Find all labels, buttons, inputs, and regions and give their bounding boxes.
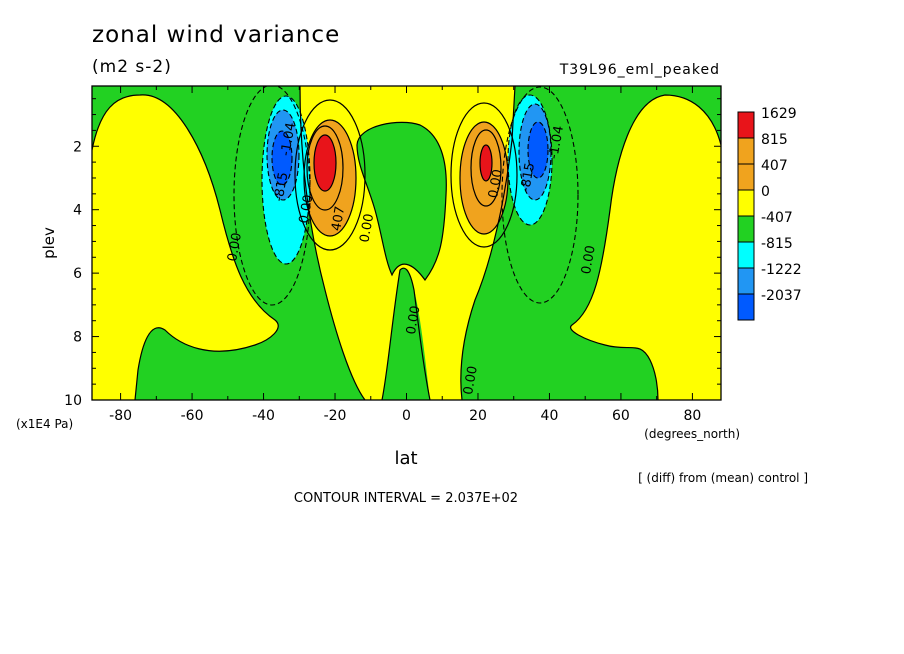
contour-label: 0.00 [225, 232, 245, 263]
contour-label: 407 [329, 205, 348, 232]
y-tick-label: 4 [73, 203, 82, 219]
y-axis-label: plev [40, 227, 58, 259]
color-legend: 1629 815 407 0 -407 -815 -1222 -2037 [737, 106, 802, 321]
field-yellow-left [92, 94, 279, 400]
y-axis-units: (x1E4 Pa) [16, 417, 73, 431]
contour-label: 0.00 [579, 244, 599, 275]
field-green-stem [382, 268, 430, 400]
field-yellow-right [570, 95, 721, 400]
legend-swatch [737, 267, 755, 295]
negative-contour-lines [233, 86, 579, 306]
legend-label: -2037 [761, 288, 802, 304]
x-axis-units: (degrees_north) [644, 427, 740, 441]
contour-lines [92, 86, 721, 400]
contour-labels: 0.000.000.000.000.000.000.00-815-1.04407… [225, 121, 599, 395]
legend-label: -407 [761, 210, 793, 226]
contour-interval: CONTOUR INTERVAL = 2.037E+02 [294, 491, 518, 506]
legend-swatch [737, 215, 755, 243]
chart-units: (m2 s-2) [92, 57, 172, 77]
legend-label: 815 [761, 132, 788, 148]
x-tick-label: 80 [683, 408, 701, 424]
legend-label: 1629 [761, 106, 797, 122]
contour-label: 0.00 [297, 194, 317, 225]
diff-note: [ (diff) from (mean) control ] [638, 471, 808, 485]
contour-label: 0.00 [461, 365, 481, 396]
x-tick-label: -20 [324, 408, 347, 424]
field-darkblue-right [528, 122, 548, 178]
filled-contours: 0.000.000.000.000.000.000.00-815-1.04407… [92, 86, 721, 400]
y-tick-label: 10 [64, 393, 82, 409]
legend-swatch [737, 111, 755, 139]
x-tick-label: -40 [252, 408, 275, 424]
legend-swatch [737, 241, 755, 269]
x-tick-label: -60 [181, 408, 204, 424]
legend-label: -1222 [761, 262, 802, 278]
x-tick-label: -80 [109, 408, 132, 424]
x-tick-label: 20 [469, 408, 487, 424]
x-axis-label: lat [394, 448, 417, 469]
contour-label: 0.00 [404, 305, 424, 336]
legend-swatch [737, 163, 755, 191]
legend-swatch [737, 293, 755, 321]
contour-label: -1.04 [278, 121, 299, 157]
field-darkblue-left [272, 131, 292, 185]
x-tick-label: 60 [612, 408, 630, 424]
x-tick-label: 40 [541, 408, 559, 424]
chart-title: zonal wind variance [92, 22, 341, 48]
legend-label: 407 [761, 158, 788, 174]
contour-label: 0.00 [486, 168, 506, 199]
field-green-notch [357, 122, 447, 280]
legend-swatch [737, 189, 755, 217]
field-red-left [314, 135, 336, 191]
run-label: T39L96_eml_peaked [559, 62, 720, 78]
contour-label: 0.00 [357, 213, 377, 244]
contour-label: -1.04 [546, 125, 567, 161]
x-tick-label: 0 [402, 408, 411, 424]
contour-label: -815 [272, 171, 292, 203]
y-tick-label: 6 [73, 266, 82, 282]
legend-swatch [737, 137, 755, 165]
contour-label: -815 [518, 162, 538, 194]
y-tick-label: 2 [73, 139, 82, 155]
legend-label: -815 [761, 236, 793, 252]
y-tick-label: 8 [73, 330, 82, 346]
field-red-right [480, 145, 492, 181]
axes: -80 -60 -40 -20 0 20 40 60 80 2 4 6 8 10 [64, 86, 721, 424]
legend-label: 0 [761, 184, 770, 200]
